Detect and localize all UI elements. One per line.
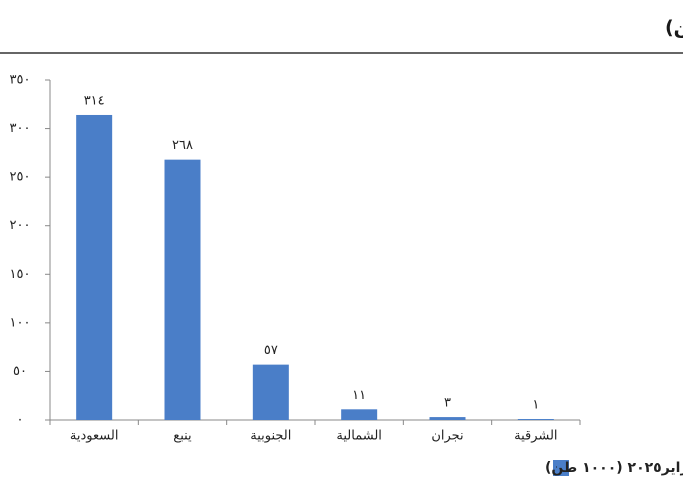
legend-swatch xyxy=(553,460,569,476)
y-tick-label: ١٥٠ xyxy=(10,267,31,282)
legend-label: مجموع الصادرات - فبراير٢٠٢٥ (١٠٠٠ طن) xyxy=(545,460,683,476)
y-tick-label: ٠ xyxy=(17,413,24,428)
bar xyxy=(429,417,466,420)
x-tick-label: الشرقية xyxy=(514,429,557,444)
bar xyxy=(164,159,201,420)
value-label: ١١ xyxy=(352,388,366,403)
x-tick-label: السعودية xyxy=(70,429,119,444)
y-tick-label: ١٠٠ xyxy=(10,315,31,330)
value-label: ٥٧ xyxy=(264,343,278,358)
y-tick-label: ٣٥٠ xyxy=(10,73,31,88)
bar xyxy=(341,409,378,420)
y-tick-label: ٢٥٠ xyxy=(10,170,31,185)
y-tick-label: ٢٠٠ xyxy=(10,218,31,233)
value-label: ٢٦٨ xyxy=(172,138,193,153)
value-label: ٣١٤ xyxy=(84,93,105,108)
bar xyxy=(76,114,113,420)
bar xyxy=(517,419,554,420)
value-label: ٣ xyxy=(444,396,451,411)
bar xyxy=(252,364,289,420)
x-tick-label: نجران xyxy=(431,429,463,444)
x-tick-label: الشمالية xyxy=(336,429,382,444)
y-tick-label: ٣٠٠ xyxy=(10,121,31,136)
value-label: ١ xyxy=(532,398,539,413)
x-tick-label: الجنوبية xyxy=(250,429,291,444)
x-tick-label: ينبع xyxy=(173,429,192,444)
y-tick-label: ٥٠ xyxy=(13,364,27,379)
chart-title: صادرات الأسمنت والكلنكر لشهر فبراير ٢٠٢٥… xyxy=(665,15,683,39)
